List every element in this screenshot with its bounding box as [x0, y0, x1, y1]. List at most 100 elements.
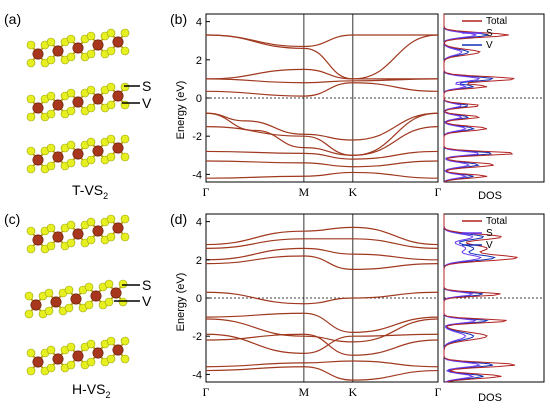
sulfur-atom — [66, 360, 76, 370]
band-line — [205, 247, 439, 261]
sulfur-atom — [106, 46, 116, 56]
sulfur-atom — [44, 306, 54, 316]
atom-label-v-top: V — [142, 95, 152, 111]
sulfur-atom — [86, 357, 96, 367]
vanadium-atom — [52, 99, 64, 111]
atom-label-s-bottom: S — [142, 277, 151, 293]
sulfur-atom — [66, 238, 76, 248]
vanadium-atom — [70, 293, 82, 305]
sulfur-atom — [106, 232, 116, 242]
vanadium-atom — [30, 299, 42, 311]
vanadium-atom — [50, 296, 62, 308]
sulfur-atom — [24, 291, 34, 301]
sulfur-atom — [84, 282, 94, 292]
sulfur-atom — [118, 297, 128, 307]
band-line — [205, 34, 439, 80]
sulfur-atom — [106, 100, 116, 110]
band-line — [205, 68, 438, 80]
panel-label-c: (c) — [4, 211, 20, 227]
sulfur-atom — [24, 309, 34, 319]
kpoint-label: K — [348, 385, 357, 399]
legend-entry: V — [486, 240, 493, 251]
kpoint-label: Γ — [203, 185, 210, 199]
sulfur-atom — [46, 143, 56, 153]
sulfur-atom — [86, 339, 96, 349]
dos-xlabel-b: DOS — [478, 190, 502, 202]
sulfur-atom — [26, 244, 36, 254]
ylabel-d: Energy (eV) — [175, 273, 187, 332]
kpoint-label: M — [299, 385, 310, 399]
sulfur-atom — [106, 336, 116, 346]
sulfur-atom — [46, 345, 56, 355]
sulfur-atom — [106, 134, 116, 144]
vanadium-atom — [112, 142, 124, 154]
y-tick-label: 0 — [196, 293, 202, 305]
vanadium-atom — [110, 287, 122, 299]
sulfur-atom — [120, 354, 130, 364]
sulfur-atom — [106, 152, 116, 162]
y-tick-label: -2 — [192, 331, 202, 343]
vanadium-atom — [32, 234, 44, 246]
structure-name-h: H-VS2 — [72, 381, 110, 400]
sulfur-atom — [86, 137, 96, 147]
band-line — [205, 366, 439, 381]
kpoint-label: K — [348, 185, 357, 199]
dos-total-curve — [443, 14, 515, 183]
vanadium-atom — [92, 347, 104, 359]
sulfur-atom — [64, 285, 74, 295]
ylabel-b: Energy (eV) — [175, 81, 187, 140]
band-line — [205, 82, 439, 97]
vanadium-atom — [72, 148, 84, 160]
vanadium-atom — [32, 48, 44, 60]
dos-xlabel-d: DOS — [478, 392, 502, 404]
legend-entry: Total — [486, 216, 507, 227]
sulfur-atom — [26, 164, 36, 174]
sulfur-atom — [46, 109, 56, 119]
band-line — [205, 160, 439, 168]
sulfur-atom — [66, 158, 76, 168]
vanadium-atom — [92, 225, 104, 237]
sulfur-atom — [118, 279, 128, 289]
kpoint-label: Γ — [435, 385, 442, 399]
structure-name-t: T-VS2 — [72, 182, 108, 201]
sulfur-atom — [120, 46, 130, 56]
kpoint-label: Γ — [203, 385, 210, 399]
sulfur-atom — [86, 31, 96, 41]
sulfur-atom — [120, 134, 130, 144]
sulfur-atom — [66, 34, 76, 44]
vanadium-atom — [52, 353, 64, 365]
panel-label-a: (a) — [4, 11, 21, 27]
y-tick-label: 4 — [196, 17, 202, 29]
legend-entry: S — [486, 28, 493, 39]
vanadium-atom — [32, 102, 44, 114]
sulfur-atom — [106, 354, 116, 364]
band-line — [205, 312, 439, 333]
sulfur-atom — [66, 52, 76, 62]
legend-entry: V — [486, 40, 493, 51]
y-tick-label: -4 — [192, 369, 202, 381]
band-line — [205, 34, 438, 48]
sulfur-atom — [86, 103, 96, 113]
sulfur-atom — [26, 348, 36, 358]
sulfur-atom — [104, 279, 114, 289]
sulfur-atom — [106, 28, 116, 38]
y-tick-label: 4 — [196, 217, 202, 229]
sulfur-atom — [66, 342, 76, 352]
y-tick-label: -4 — [192, 169, 202, 181]
sulfur-atom — [46, 223, 56, 233]
sulfur-atom — [26, 40, 36, 50]
y-tick-label: 0 — [196, 93, 202, 105]
band-line — [205, 255, 439, 270]
band-line — [205, 226, 439, 246]
vanadium-atom — [32, 356, 44, 368]
sulfur-atom — [66, 88, 76, 98]
band-line — [205, 291, 439, 305]
vanadium-atom — [112, 222, 124, 234]
band-line — [205, 360, 439, 368]
band-line — [205, 171, 439, 179]
band-line — [205, 318, 439, 343]
sulfur-atom — [46, 363, 56, 373]
sulfur-atom — [46, 241, 56, 251]
vanadium-atom — [90, 290, 102, 302]
